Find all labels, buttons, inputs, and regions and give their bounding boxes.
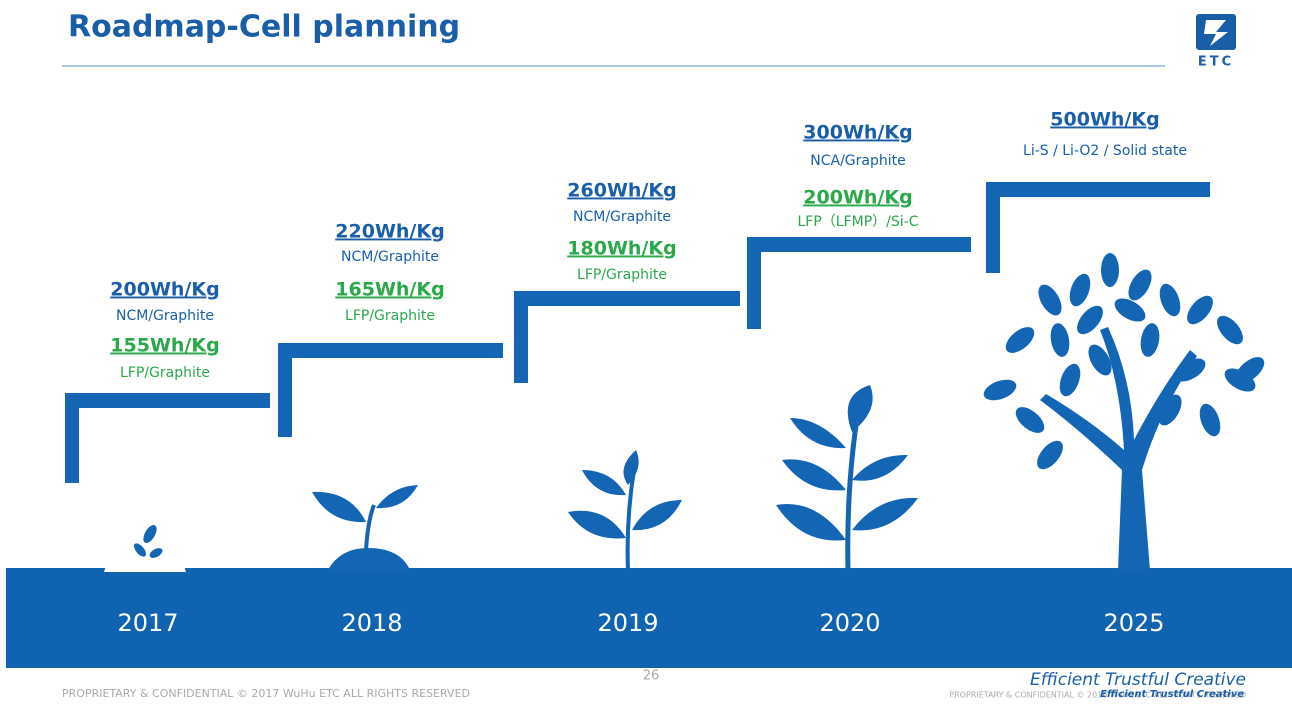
logo-text: ETC — [1198, 55, 1234, 70]
year-label: 2018 — [341, 609, 402, 637]
page-number: 26 — [643, 669, 660, 684]
step — [65, 393, 270, 483]
leaf — [1005, 327, 1035, 353]
footer-left: PROPRIETARY & CONFIDENTIAL © 2017 WuHu E… — [62, 687, 470, 700]
step — [747, 237, 971, 329]
leaf — [1158, 394, 1182, 426]
leaf — [1015, 407, 1045, 433]
secondary: 165Wh/Kg — [335, 279, 444, 301]
leaf — [1038, 284, 1062, 316]
secondary-chem: LFP/Graphite — [120, 365, 210, 381]
slogan: Efficient Trustful Creative — [1030, 670, 1246, 690]
primary-chem: Li-S / Li-O2 / Solid state — [1023, 143, 1187, 159]
secondary: 200Wh/Kg — [803, 187, 912, 209]
logo: ETC — [1196, 14, 1236, 70]
primary-chem: NCM/Graphite — [573, 209, 671, 225]
leaf — [983, 379, 1017, 401]
leaf — [1059, 363, 1081, 397]
step — [986, 182, 1210, 273]
secondary-chem: LFP/Graphite — [345, 308, 435, 324]
leaf — [1037, 440, 1063, 470]
leaf — [1077, 305, 1103, 335]
step — [278, 343, 503, 437]
secondary-chem: LFP（LFMP）/Si-C — [798, 214, 919, 230]
ground-band — [6, 568, 1292, 668]
plants — [104, 253, 1265, 572]
primary-chem: NCM/Graphite — [341, 249, 439, 265]
year-label: 2020 — [819, 609, 880, 637]
leaf — [1235, 357, 1265, 383]
secondary: 180Wh/Kg — [567, 238, 676, 260]
leaf — [1088, 344, 1112, 376]
primary: 260Wh/Kg — [567, 180, 676, 202]
slogan-small: Efficient Trustful Creative — [1100, 689, 1244, 700]
primary: 200Wh/Kg — [110, 279, 219, 301]
secondary: 155Wh/Kg — [110, 335, 219, 357]
year-label: 2025 — [1103, 609, 1164, 637]
step — [514, 291, 740, 383]
year-label: 2019 — [597, 609, 658, 637]
leaf — [1069, 273, 1091, 307]
secondary-chem: LFP/Graphite — [577, 267, 667, 283]
leaf — [1199, 403, 1221, 437]
title: Roadmap-Cell planning — [68, 10, 460, 45]
leaf — [1114, 298, 1146, 322]
footer-right: PROPRIETARY & CONFIDENTIAL © 2016 WuHu E… — [949, 691, 1246, 700]
leaf — [1187, 295, 1213, 325]
primary: 300Wh/Kg — [803, 122, 912, 144]
primary: 500Wh/Kg — [1050, 109, 1159, 131]
year-label: 2017 — [117, 609, 178, 637]
leaf — [1140, 323, 1160, 357]
leaf — [1128, 269, 1152, 301]
leaf — [1159, 283, 1181, 317]
primary: 220Wh/Kg — [335, 221, 444, 243]
leaf — [1101, 253, 1119, 287]
primary-chem: NCM/Graphite — [116, 308, 214, 324]
leaf — [1050, 323, 1070, 357]
leaf — [1174, 358, 1206, 382]
leaf — [1217, 315, 1243, 345]
primary-chem: NCA/Graphite — [810, 153, 905, 169]
